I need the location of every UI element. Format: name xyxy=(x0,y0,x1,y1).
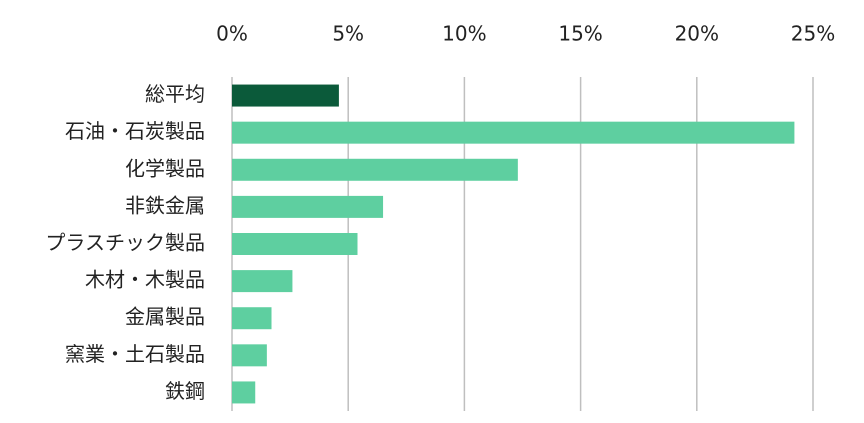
y-tick-label: 鉄鋼 xyxy=(165,379,205,403)
bar xyxy=(232,84,339,107)
bar xyxy=(232,158,518,181)
bar xyxy=(232,233,358,255)
x-tick-label: 5% xyxy=(332,22,364,46)
x-tick-label: 10% xyxy=(442,22,486,46)
bar xyxy=(232,270,293,293)
y-tick-label: 非鉄金属 xyxy=(125,193,205,217)
x-tick-label: 25% xyxy=(791,22,835,46)
bar xyxy=(232,344,267,367)
y-tick-label: 木材・木製品 xyxy=(85,268,205,292)
bar xyxy=(232,121,795,144)
x-tick-label: 0% xyxy=(216,22,248,46)
y-tick-label: 石油・石炭製品 xyxy=(65,119,205,143)
bar xyxy=(232,381,256,404)
y-tick-label: 窯業・土石製品 xyxy=(65,342,205,366)
y-tick-label: 化学製品 xyxy=(125,156,205,180)
y-tick-label: 金属製品 xyxy=(125,305,205,329)
bar xyxy=(232,307,272,330)
y-tick-label: プラスチック製品 xyxy=(45,231,205,255)
x-tick-label: 15% xyxy=(558,22,602,46)
y-tick-label: 総平均 xyxy=(145,82,205,106)
bar xyxy=(232,195,384,218)
x-tick-label: 20% xyxy=(675,22,719,46)
